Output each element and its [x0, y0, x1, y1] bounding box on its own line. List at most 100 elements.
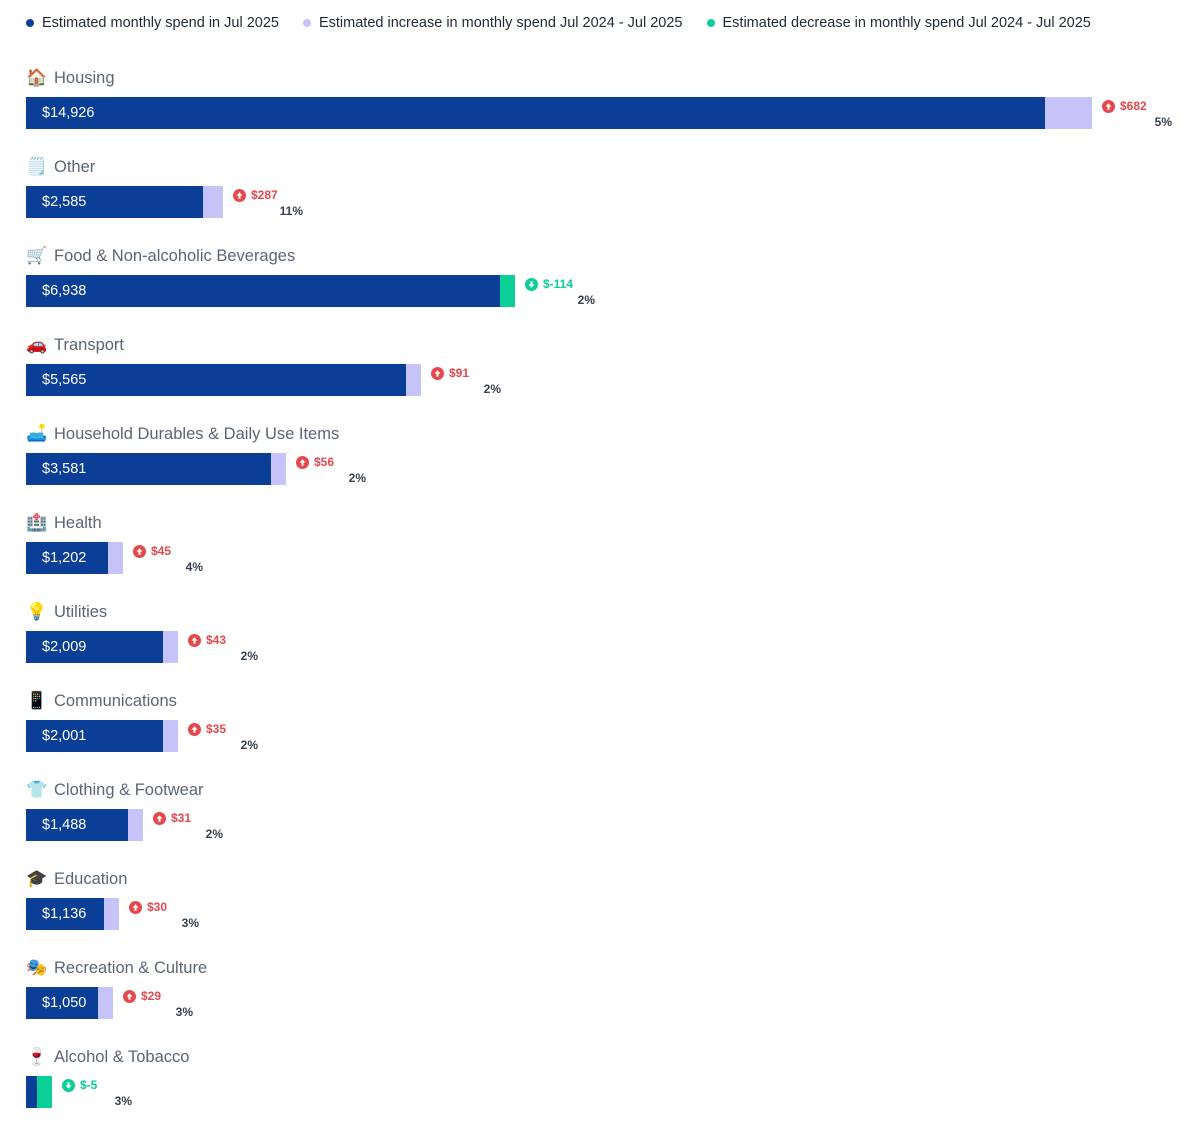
change-amount: $-114	[543, 277, 574, 291]
bar-segment-increase[interactable]	[406, 364, 421, 396]
change-percent: 2%	[240, 738, 258, 752]
house-icon: 🏠	[26, 68, 48, 88]
bar-segment-current-spend[interactable]: $2,001	[26, 720, 163, 752]
legend-dot-decrease	[706, 19, 715, 27]
category-name: Food & Non-alcoholic Beverages	[54, 246, 296, 265]
category-label: 🎓 Education	[26, 867, 127, 891]
category-row: 🛒 Food & Non-alcoholic Beverages $6,938 $-1…	[26, 244, 1166, 324]
category-row: 🎭 Recreation & Culture $1,050 $29 3%	[26, 956, 1166, 1036]
change-annotation: $91 2%	[431, 365, 501, 399]
change-annotation: $35 2%	[188, 721, 258, 755]
category-row: 🛋️ Household Durables & Daily Use Items $3…	[26, 422, 1166, 502]
arrow-down-circle-icon	[62, 1078, 75, 1092]
bar-segment-current-spend[interactable]: $5,565	[26, 364, 406, 396]
change-percent: 5%	[1154, 115, 1172, 129]
bar-segment-increase[interactable]	[128, 809, 143, 841]
change-amount: $35	[206, 722, 227, 736]
sofa-icon: 🛋️	[26, 424, 48, 444]
bar-segment-increase[interactable]	[163, 631, 178, 663]
bar-segment-increase[interactable]	[203, 186, 223, 218]
bar-segment-current-spend[interactable]: $2,009	[26, 631, 163, 663]
bar-segment-increase[interactable]	[163, 720, 178, 752]
bar-segment-increase[interactable]	[1045, 97, 1092, 129]
change-amount: $56	[314, 455, 335, 469]
change-annotation: $56 2%	[296, 454, 366, 488]
category-row: 💡 Utilities $2,009 $43 2%	[26, 600, 1166, 680]
change-annotation: $29 3%	[123, 988, 193, 1022]
change-annotation: $45 4%	[133, 543, 203, 577]
arrow-up-circle-icon	[188, 633, 201, 647]
category-name: Recreation & Culture	[54, 958, 208, 977]
change-annotation: $-114 2%	[525, 276, 595, 310]
arrow-down-circle-icon	[525, 277, 538, 291]
category-label: 💡 Utilities	[26, 600, 107, 624]
change-percent: 2%	[348, 471, 366, 485]
change-percent: 3%	[114, 1094, 132, 1108]
legend-item-decrease[interactable]: Estimated decrease in monthly spend Jul …	[706, 15, 1091, 31]
change-annotation: $682 5%	[1102, 98, 1172, 132]
category-label: 📱 Communications	[26, 689, 177, 713]
change-annotation: $30 3%	[129, 899, 199, 933]
category-row: 🗒️ Other $2,585 $287 11%	[26, 155, 1166, 235]
change-percent: 2%	[205, 827, 223, 841]
bar-segment-increase[interactable]	[108, 542, 123, 574]
change-amount: $30	[147, 900, 168, 914]
bar-segment-current-spend[interactable]: $14,926	[26, 97, 1045, 129]
arrow-up-circle-icon	[129, 900, 142, 914]
category-label: 🛒 Food & Non-alcoholic Beverages	[26, 244, 295, 268]
change-annotation: $287 11%	[233, 187, 303, 221]
legend-label-decrease: Estimated decrease in monthly spend Jul …	[722, 15, 1091, 31]
bar-segment-current-spend[interactable]: $1,136	[26, 898, 104, 930]
category-name: Education	[54, 869, 128, 888]
change-percent: 2%	[240, 649, 258, 663]
arrow-up-circle-icon	[1102, 99, 1115, 113]
change-amount: $91	[449, 366, 470, 380]
bar-segment-current-spend[interactable]: $3,581	[26, 453, 271, 485]
bar-segment-increase[interactable]	[104, 898, 119, 930]
arrow-up-circle-icon	[123, 989, 136, 1003]
category-name: Health	[54, 513, 102, 532]
category-row: 🏥 Health $1,202 $45 4%	[26, 511, 1166, 591]
legend-dot-increase	[302, 19, 311, 27]
bar-segment-increase[interactable]	[98, 987, 113, 1019]
car-icon: 🚗	[26, 335, 48, 355]
notepad-icon: 🗒️	[26, 157, 48, 177]
bar-segment-decrease[interactable]	[500, 275, 515, 307]
legend-label-increase: Estimated increase in monthly spend Jul …	[318, 15, 683, 31]
category-name: Communications	[54, 691, 177, 710]
bar-segment-increase[interactable]	[271, 453, 286, 485]
change-annotation: $43 2%	[188, 632, 258, 666]
arrow-up-circle-icon	[133, 544, 146, 558]
legend-label-base: Estimated monthly spend in Jul 2025	[42, 15, 279, 31]
change-amount: $31	[171, 811, 192, 825]
bar-segment-current-spend[interactable]: $6,938	[26, 275, 500, 307]
arrow-up-circle-icon	[188, 722, 201, 736]
change-percent: 3%	[175, 1005, 193, 1019]
bar-segment-current-spend[interactable]: $1,488	[26, 809, 128, 841]
category-row: 🍷 Alcohol & Tobacco $157 $-5 3%	[26, 1045, 1166, 1125]
category-row: 📱 Communications $2,001 $35 2%	[26, 689, 1166, 769]
legend-item-increase[interactable]: Estimated increase in monthly spend Jul …	[302, 15, 683, 31]
chart-legend: Estimated monthly spend in Jul 2025 Esti…	[26, 14, 1115, 32]
graduation-cap-icon: 🎓	[26, 869, 48, 889]
legend-item-base[interactable]: Estimated monthly spend in Jul 2025	[26, 15, 279, 31]
change-amount: $45	[151, 544, 172, 558]
bar-segment-current-spend[interactable]: $2,585	[26, 186, 203, 218]
category-label: 🎭 Recreation & Culture	[26, 956, 207, 980]
shopping-cart-icon: 🛒	[26, 246, 48, 266]
change-percent: 2%	[577, 293, 595, 307]
bar-segment-decrease[interactable]	[37, 1076, 52, 1108]
change-amount: $29	[141, 989, 162, 1003]
arrow-up-circle-icon	[431, 366, 444, 380]
category-name: Housing	[54, 68, 115, 87]
category-name: Household Durables & Daily Use Items	[54, 424, 340, 443]
category-label: 🗒️ Other	[26, 155, 95, 179]
bar-segment-current-spend[interactable]: $1,202	[26, 542, 108, 574]
category-name: Transport	[54, 335, 124, 354]
category-label: 🚗 Transport	[26, 333, 124, 357]
bar-segment-current-spend[interactable]: $1,050	[26, 987, 98, 1019]
arrow-up-circle-icon	[296, 455, 309, 469]
change-amount: $-5	[80, 1078, 98, 1092]
change-percent: 4%	[185, 560, 203, 574]
arrow-up-circle-icon	[153, 811, 166, 825]
